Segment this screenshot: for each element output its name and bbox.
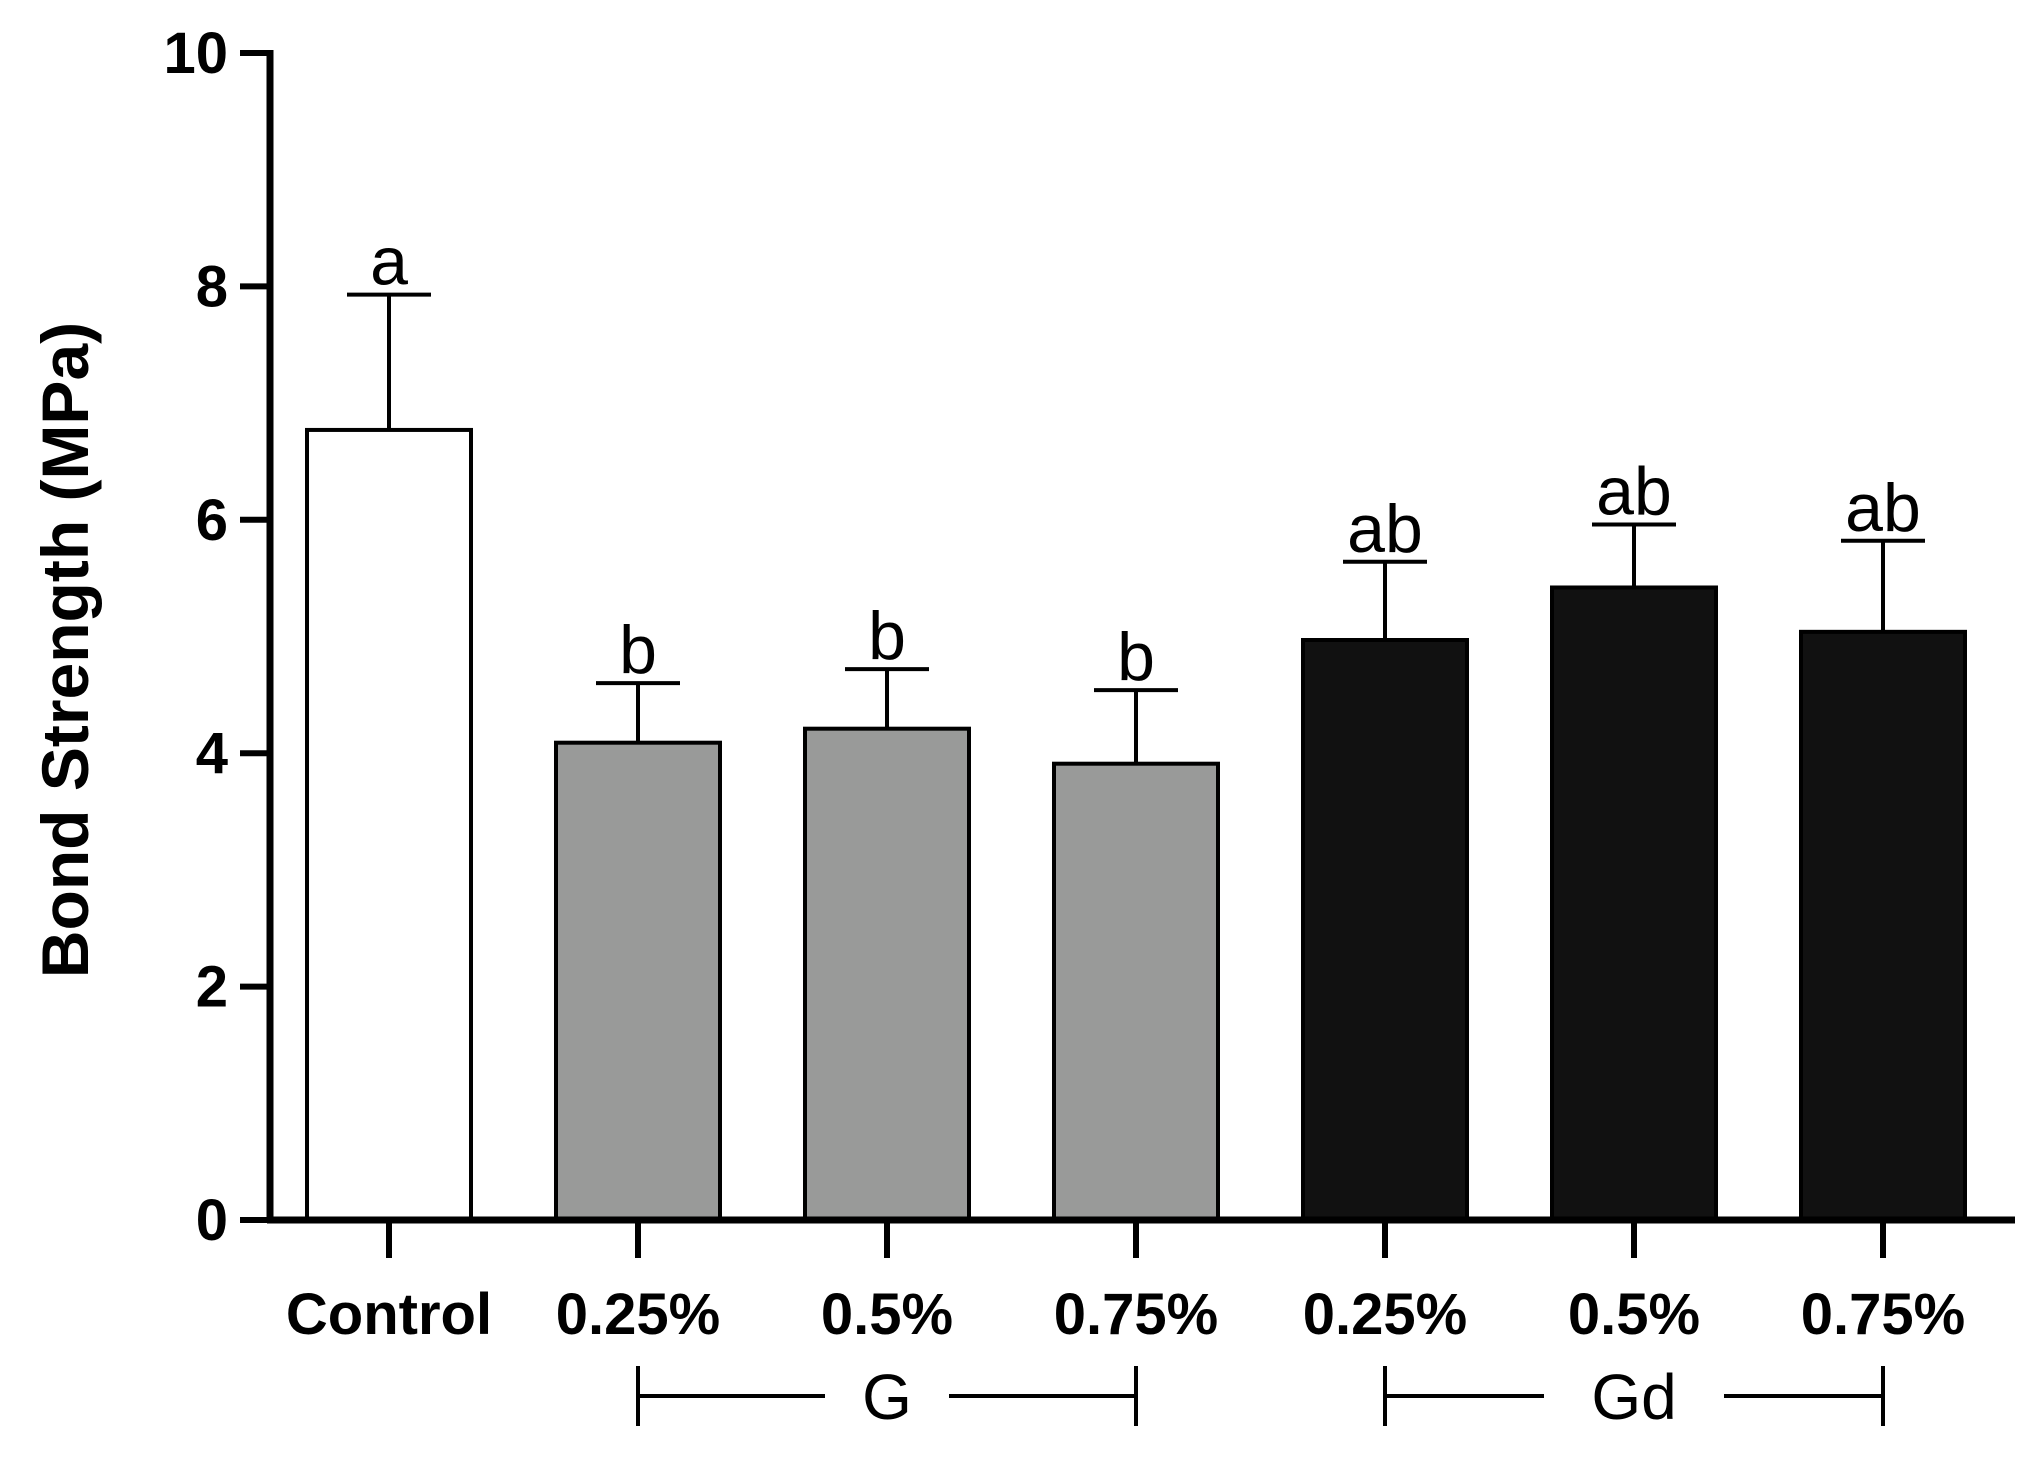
bar	[1799, 629, 1967, 1222]
bar	[1052, 761, 1220, 1222]
significance-letter: ab	[1845, 470, 1921, 546]
y-tick-label: 8	[196, 254, 228, 319]
bar	[554, 740, 722, 1223]
y-axis-title: Bond Strength (MPa)	[28, 322, 102, 978]
x-tick-label: Control	[286, 1282, 492, 1347]
bars: ab b bab ab ab	[305, 224, 1967, 1223]
group-label: G	[862, 1361, 912, 1433]
y-axis: 0 2 4 6 8 10	[163, 21, 274, 1253]
bar	[305, 427, 473, 1223]
x-tick-label: 0.25%	[556, 1282, 720, 1347]
significance-letter: ab	[1347, 491, 1423, 567]
y-tick-label: 2	[196, 955, 228, 1020]
significance-letter: ab	[1596, 453, 1672, 529]
group-brackets: G Gd	[636, 1361, 1885, 1433]
y-tick-label: 10	[163, 21, 228, 86]
y-tick-label: 0	[196, 1188, 228, 1253]
x-tick-label: 0.25%	[1303, 1282, 1467, 1347]
x-tick-label: 0.75%	[1054, 1282, 1218, 1347]
significance-letter: b	[1117, 619, 1155, 695]
x-tick-label: 0.75%	[1801, 1282, 1965, 1347]
x-tick-label: 0.5%	[821, 1282, 953, 1347]
x-axis: Control 0.25% 0.5% 0.75% 0.25% 0.5% 0.75%	[267, 1216, 2015, 1347]
significance-letter: a	[370, 224, 408, 300]
significance-letter: b	[868, 598, 906, 674]
y-tick-label: 4	[196, 721, 228, 786]
group-label: Gd	[1591, 1361, 1676, 1433]
bar	[1301, 638, 1469, 1222]
significance-letter: b	[619, 612, 657, 688]
x-tick-label: 0.5%	[1568, 1282, 1700, 1347]
bar	[1550, 585, 1718, 1222]
y-tick-label: 6	[196, 488, 228, 553]
bar	[803, 726, 971, 1222]
